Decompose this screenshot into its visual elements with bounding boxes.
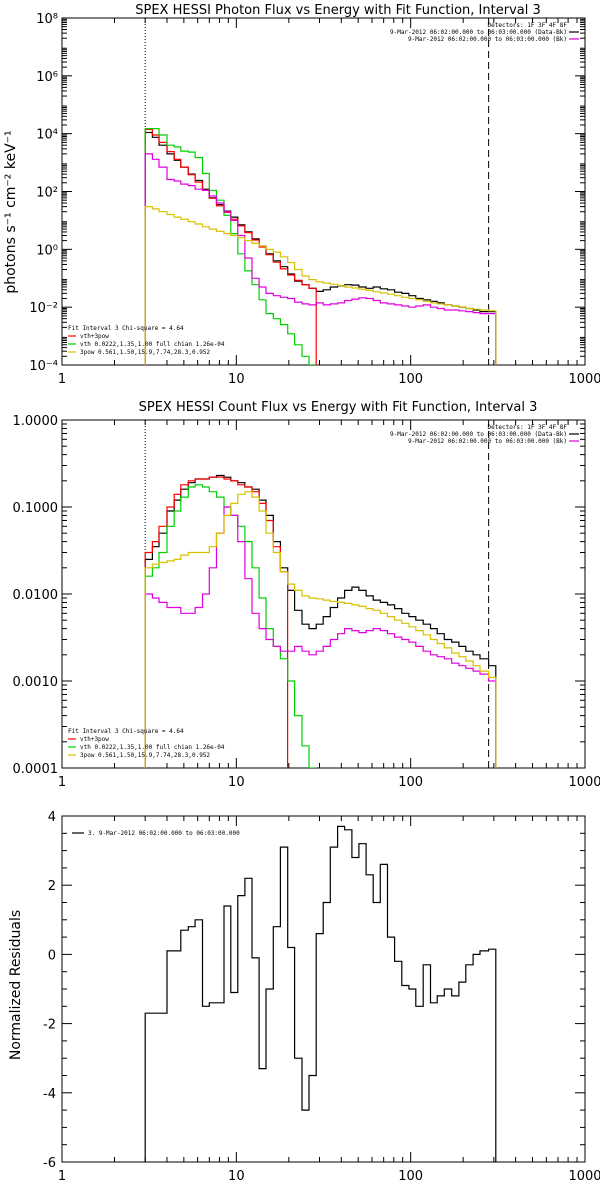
y-tick-label: 4 xyxy=(48,810,56,825)
x-tick-label: 100 xyxy=(398,775,423,790)
x-tick-label: 1000 xyxy=(568,775,600,790)
y-tick-label: 10² xyxy=(36,186,58,201)
legend-top-line: 9-Mar-2012 06:02:00.000 to 06:03:00.000 … xyxy=(408,36,567,43)
legend-top-line: 9-Mar-2012 06:02:00.000 to 06:03:00.000 … xyxy=(390,431,567,438)
chart-title: SPEX HESSI Photon Flux vs Energy with Fi… xyxy=(135,3,541,18)
y-tick-label: 10⁰ xyxy=(36,243,58,258)
x-tick-label: 100 xyxy=(398,372,423,387)
residuals-chart: Normalized Residuals 1 10 100 1000 -6 -4 -2 0 2 4… xyxy=(8,810,600,1184)
series-line-0 xyxy=(144,131,497,365)
legend-top-line: 9-Mar-2012 06:02:00.000 to 06:03:00.000 … xyxy=(408,438,567,445)
x-tick-label: 10 xyxy=(228,1169,245,1184)
y-tick-label: 0.0100 xyxy=(13,588,59,603)
legend-top-line: Detectors: 1F 3F 4F 8F xyxy=(488,424,568,431)
y-tick-label: -6 xyxy=(43,1156,56,1171)
x-tick-label: 1 xyxy=(58,775,66,790)
y-tick-label: 10⁴ xyxy=(36,128,58,143)
y-tick-label: 10⁻² xyxy=(29,301,58,316)
legend-top-line: 9-Mar-2012 06:02:00.000 to 06:03:00.000 … xyxy=(390,29,567,36)
legend-top-line: 3. 9-Mar-2012 06:02:00.000 to 06:03:00.0… xyxy=(88,830,240,837)
y-tick-label: -4 xyxy=(43,1087,56,1102)
series-line-0 xyxy=(144,825,497,1162)
chart-title: SPEX HESSI Count Flux vs Energy with Fit… xyxy=(139,400,538,415)
y-axis-label: Normalized Residuals xyxy=(8,910,24,1060)
legend-bottom-line: 3pow 0.561,1.50,15.9,7.74,28.3,0.952 xyxy=(80,349,210,356)
x-tick-label: 1 xyxy=(58,1169,66,1184)
series-line-2 xyxy=(144,484,317,768)
legend-bottom-line: vth 0.0222,1.35,1.00 full chian 1.26e-04 xyxy=(80,744,225,751)
count-flux-chart: SPEX HESSI Count Flux vs Energy with Fit… xyxy=(13,400,600,790)
x-tick-label: 1000 xyxy=(568,1169,600,1184)
y-tick-label: 10⁸ xyxy=(36,12,58,27)
legend-bottom-line: vth 0.0222,1.35,1.00 full chian 1.26e-04 xyxy=(80,341,225,348)
x-tick-label: 1 xyxy=(58,372,66,387)
photon-flux-chart: SPEX HESSI Photon Flux vs Energy with Fi… xyxy=(3,3,600,387)
x-tick-label: 100 xyxy=(398,1169,423,1184)
y-tick-label: 0 xyxy=(48,948,56,963)
x-tick-label: 1000 xyxy=(568,372,600,387)
y-tick-label: 2 xyxy=(48,879,56,894)
y-tick-label: 0.0001 xyxy=(13,762,59,777)
x-tick-label: 10 xyxy=(228,775,245,790)
y-tick-label: 1.0000 xyxy=(13,414,59,429)
y-tick-label: 0.0010 xyxy=(13,675,59,690)
series-line-3 xyxy=(144,153,497,365)
legend-bottom-line: Fit Interval 3 Chi-square = 4.64 xyxy=(68,728,184,735)
y-tick-label: 10⁶ xyxy=(36,70,58,85)
series-line-2 xyxy=(144,128,317,365)
series-line-4 xyxy=(144,206,497,365)
plot-frame xyxy=(61,17,586,366)
plot-frame xyxy=(61,815,586,1163)
legend-bottom-line: vth+3pow xyxy=(80,736,109,743)
legend-bottom-line: Fit Interval 3 Chi-square = 4.64 xyxy=(68,325,184,332)
series-line-4 xyxy=(144,491,497,768)
legend-top-line: Detectors: 1F 3F 4F 8F xyxy=(488,22,568,29)
y-tick-label: 10⁻⁴ xyxy=(29,359,58,374)
x-tick-label: 10 xyxy=(228,372,245,387)
legend-bottom-line: 3pow 0.561,1.50,15.9,7.74,28.3,0.952 xyxy=(80,752,210,759)
y-tick-label: 0.1000 xyxy=(13,501,59,516)
series-line-0 xyxy=(144,474,497,768)
plot-frame xyxy=(61,419,586,769)
y-axis-label: photons s⁻¹ cm⁻² keV⁻¹ xyxy=(3,130,19,293)
legend-bottom-line: vth+3pow xyxy=(80,333,109,340)
series-line-3 xyxy=(144,506,497,768)
y-tick-label: -2 xyxy=(43,1018,56,1033)
